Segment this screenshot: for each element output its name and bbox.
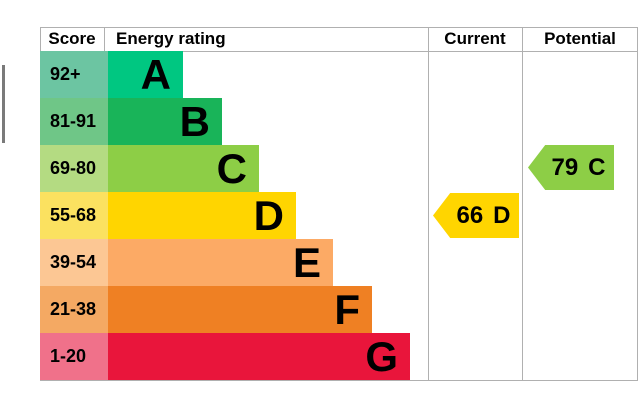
band-letter-f: F	[334, 286, 360, 333]
band-row-f: 21-38 F	[0, 286, 640, 333]
band-row-g: 1-20 G	[0, 333, 640, 380]
band-bar-e: E	[108, 239, 333, 286]
band-row-b: 81-91 B	[0, 98, 640, 145]
band-bar-g: G	[108, 333, 410, 380]
potential-column-header: Potential	[544, 29, 616, 48]
score-range-f: 21-38	[40, 286, 108, 333]
current-column-header: Current	[444, 29, 506, 48]
band-row-d: 55-68 D	[0, 192, 640, 239]
potential-rating-letter: C	[588, 153, 606, 181]
potential-rating-value: 79	[551, 153, 579, 181]
score-range-e: 39-54	[40, 239, 108, 286]
table-top-border	[40, 27, 638, 28]
header-left-border	[40, 27, 41, 51]
score-range-a: 92+	[40, 51, 108, 98]
band-row-a: 92+ A	[0, 51, 640, 98]
potential-rating-arrow-icon: 79 C	[528, 145, 614, 190]
band-letter-e: E	[292, 239, 321, 286]
energy-rating-column-header: Energy rating	[116, 29, 226, 48]
band-bar-c: C	[108, 145, 259, 192]
band-bar-b: B	[108, 98, 222, 145]
current-rating-letter: D	[493, 201, 511, 229]
band-bar-d: D	[108, 192, 296, 239]
band-letter-g: G	[365, 333, 398, 380]
band-letter-a: A	[140, 51, 171, 98]
score-range-d: 55-68	[40, 192, 108, 239]
band-row-c: 69-80 C	[0, 145, 640, 192]
current-column-left-border	[428, 27, 429, 380]
current-rating-value: 66	[456, 201, 484, 229]
band-letter-b: B	[179, 98, 210, 145]
score-column-separator	[104, 27, 105, 51]
score-range-b: 81-91	[40, 98, 108, 145]
current-rating-arrow-icon: 66 D	[433, 193, 519, 238]
band-letter-c: C	[216, 145, 247, 192]
table-right-border	[637, 27, 638, 380]
potential-column-left-border	[522, 27, 523, 380]
score-range-g: 1-20	[40, 333, 108, 380]
band-letter-d: D	[253, 192, 284, 239]
score-range-c: 69-80	[40, 145, 108, 192]
band-row-e: 39-54 E	[0, 239, 640, 286]
table-bottom-border	[40, 380, 638, 381]
band-bar-a: A	[108, 51, 183, 98]
score-column-header: Score	[48, 29, 96, 48]
header-bottom-border	[40, 51, 638, 52]
left-edge-line	[2, 65, 5, 143]
band-bar-f: F	[108, 286, 372, 333]
